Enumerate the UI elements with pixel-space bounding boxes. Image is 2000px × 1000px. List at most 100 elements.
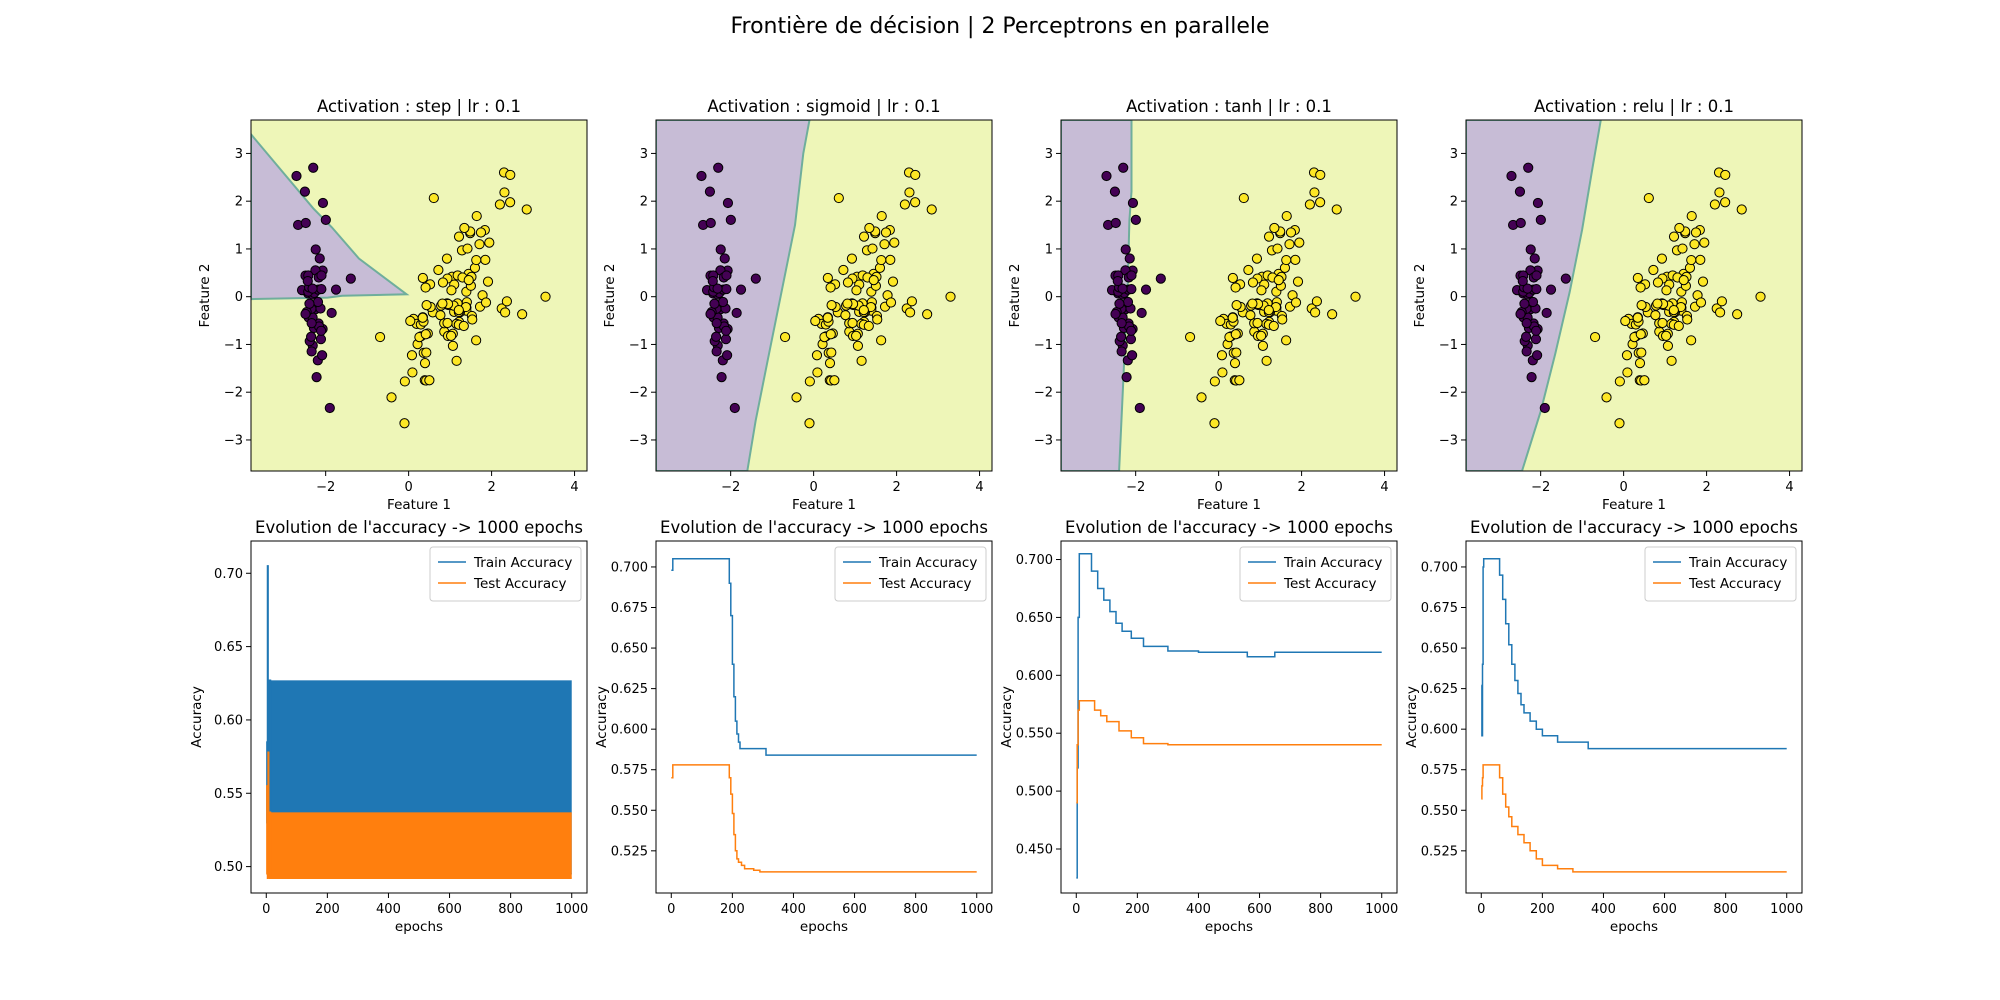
data-point-class1 [1697, 276, 1709, 287]
y-tick-label: 0.650 [1421, 642, 1458, 657]
y-tick-label: 0.575 [1421, 763, 1458, 778]
data-point-class1 [1732, 309, 1743, 320]
y-tick-label: 0.650 [1016, 611, 1053, 626]
data-point-class1 [887, 276, 899, 287]
x-axis-label: epochs [395, 919, 443, 935]
x-tick-label: 0 [404, 480, 412, 495]
data-point-class0 [1526, 372, 1537, 383]
data-point-class1 [1639, 375, 1650, 386]
data-point-class1 [826, 300, 837, 311]
data-point-class1 [1285, 227, 1297, 238]
data-point-class1 [1657, 317, 1668, 329]
y-axis-label: Feature 2 [1412, 264, 1428, 328]
x-tick-label: 200 [720, 902, 745, 917]
legend-label-train: Train Accuracy [473, 555, 572, 571]
y-tick-label: 0 [1450, 290, 1458, 305]
plot-area [656, 120, 992, 471]
series-band-test [270, 812, 572, 879]
subplot-title: Evolution de l'accuracy -> 1000 epochs [1065, 518, 1393, 537]
series-line-train [1481, 558, 1787, 750]
x-tick-label: −2 [1126, 480, 1145, 495]
data-point-class0 [317, 350, 328, 361]
data-point-class0 [711, 317, 722, 329]
y-tick-label: −1 [629, 338, 648, 353]
data-point-class0 [310, 244, 321, 255]
y-tick-label: 0.625 [1421, 682, 1458, 697]
x-tick-label: 600 [437, 902, 462, 917]
data-point-class1 [838, 264, 849, 276]
data-point-class1 [867, 243, 878, 254]
subplot-title: Evolution de l'accuracy -> 1000 epochs [1470, 518, 1798, 537]
x-tick-label: 0 [1214, 480, 1222, 495]
data-point-class1 [852, 340, 864, 352]
legend-box [1239, 546, 1392, 602]
data-point-class1 [437, 298, 448, 309]
subplot-title: Activation : step | lr : 0.1 [317, 97, 521, 116]
legend: Train Accuracy Test Accuracy [1239, 546, 1392, 602]
data-point-class1 [1247, 277, 1259, 288]
x-tick-label: 200 [1530, 902, 1555, 917]
data-point-class1 [876, 254, 887, 266]
data-point-class1 [889, 237, 900, 248]
data-point-class0 [306, 317, 317, 329]
y-tick-label: 3 [640, 147, 648, 162]
data-point-class0 [308, 162, 319, 173]
data-point-class1 [1589, 331, 1601, 343]
axes-frame [655, 540, 993, 894]
data-point-class1 [812, 367, 823, 378]
y-tick-label: 0.625 [611, 682, 648, 697]
data-point-class0 [1527, 296, 1539, 308]
y-tick-label: 0.525 [611, 844, 648, 859]
data-point-class0 [1531, 283, 1542, 295]
data-point-class0 [317, 197, 329, 209]
y-tick-label: 0.575 [611, 763, 648, 778]
data-point-class0 [1122, 296, 1134, 308]
data-point-class1 [420, 282, 431, 293]
data-point-class0 [720, 334, 732, 345]
data-point-class0 [1101, 170, 1112, 182]
data-point-class0 [316, 270, 327, 281]
data-point-class1 [1674, 222, 1685, 234]
data-point-class0 [1532, 197, 1544, 209]
y-tick-label: 3 [1045, 147, 1053, 162]
data-point-class0 [1121, 372, 1132, 383]
data-point-class0 [1560, 273, 1571, 284]
data-point-class1 [480, 254, 491, 265]
data-point-class1 [1245, 310, 1256, 321]
x-tick-label: 4 [1785, 480, 1793, 495]
data-point-class1 [1263, 231, 1275, 242]
data-point-class1 [824, 358, 836, 369]
data-point-class1 [851, 285, 862, 296]
data-point-class1 [1614, 418, 1625, 429]
data-point-class0 [307, 283, 318, 294]
data-point-class1 [1215, 315, 1226, 327]
data-point-class1 [1673, 320, 1684, 332]
y-tick-label: 1 [1045, 242, 1053, 257]
x-axis-label: epochs [1610, 919, 1658, 935]
data-point-class1 [1686, 335, 1697, 346]
data-point-class0 [1140, 284, 1152, 295]
data-point-class1 [1231, 347, 1242, 358]
y-tick-label: 0.600 [611, 723, 648, 738]
series-line-test [1481, 764, 1787, 873]
y-tick-label: 0.60 [214, 713, 243, 728]
data-point-class1 [1331, 204, 1342, 215]
data-point-class0 [1522, 283, 1533, 294]
data-point-class1 [904, 187, 915, 198]
data-point-class1 [905, 307, 916, 318]
legend-label-test: Test Accuracy [878, 576, 972, 592]
data-point-class1 [471, 335, 482, 346]
data-point-class1 [1252, 317, 1263, 329]
data-point-class1 [1632, 312, 1643, 323]
data-point-class1 [501, 296, 512, 307]
data-point-class1 [428, 192, 439, 204]
x-tick-label: 0 [1477, 902, 1485, 917]
y-tick-label: 0 [1045, 290, 1053, 305]
data-point-class1 [926, 204, 937, 215]
axes-frame [1465, 540, 1803, 894]
data-point-class1 [1281, 335, 1292, 346]
data-point-class0 [1116, 317, 1127, 329]
y-tick-label: −3 [1439, 433, 1458, 448]
accuracy-plot-1: 0 200 400 600 800 1000 0.525 0.550 0.575 0.600 0.6… [594, 518, 993, 935]
data-point-class1 [405, 315, 416, 327]
